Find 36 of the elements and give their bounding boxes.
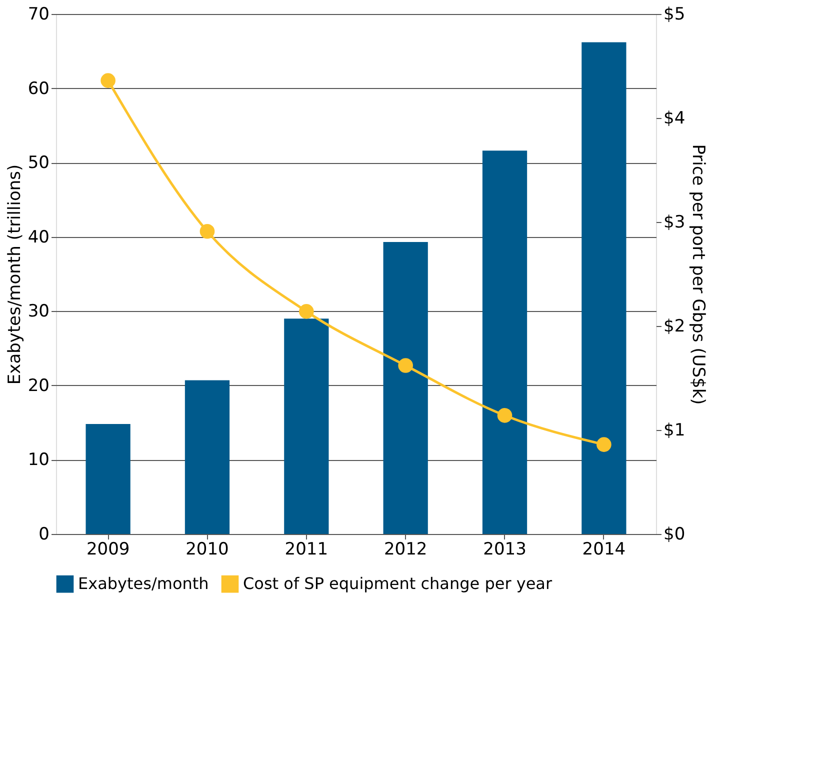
y-axis-title: Exabytes/month (trillions) (4, 164, 25, 385)
bar (482, 150, 528, 534)
bar (284, 318, 329, 534)
y2-tick-label: $0 (664, 524, 686, 544)
point (596, 437, 612, 452)
y-tick-label: 40 (28, 227, 50, 248)
point (398, 358, 414, 373)
bar (184, 380, 230, 534)
y-tick-label: 30 (28, 302, 50, 322)
x-tick-label: 2009 (86, 540, 130, 560)
y-tick-label: 0 (38, 524, 50, 544)
x-tick-label: 2010 (186, 540, 229, 560)
bar (582, 42, 626, 534)
y-tick-label: 60 (28, 78, 50, 99)
y2-tick-label: $1 (664, 420, 686, 440)
y2-tick-label: $3 (664, 212, 686, 232)
y2-tick-label: $4 (664, 108, 686, 128)
bar (86, 424, 130, 534)
bar (383, 242, 428, 534)
point (298, 304, 314, 319)
x-tick-label: 2012 (384, 540, 428, 560)
x-tick-label: 2011 (284, 540, 328, 560)
y-tick-label: 70 (28, 4, 50, 24)
point (497, 408, 512, 423)
point (100, 73, 116, 88)
legend-label: Cost of SP equipment change per year (243, 574, 552, 594)
x-tick-label: 2014 (582, 540, 626, 560)
legend-label: Exabytes/month (78, 574, 209, 594)
y-tick-label: 50 (28, 153, 50, 174)
point (200, 224, 215, 239)
y2-axis-title: Price per port per Gbps (US$k) (688, 144, 708, 405)
y-tick-label: 10 (28, 450, 50, 470)
y-tick-label: 20 (28, 376, 50, 396)
y2-tick-label: $5 (664, 4, 686, 24)
x-tick-label: 2013 (483, 540, 526, 560)
y2-tick-label: $2 (664, 316, 686, 336)
